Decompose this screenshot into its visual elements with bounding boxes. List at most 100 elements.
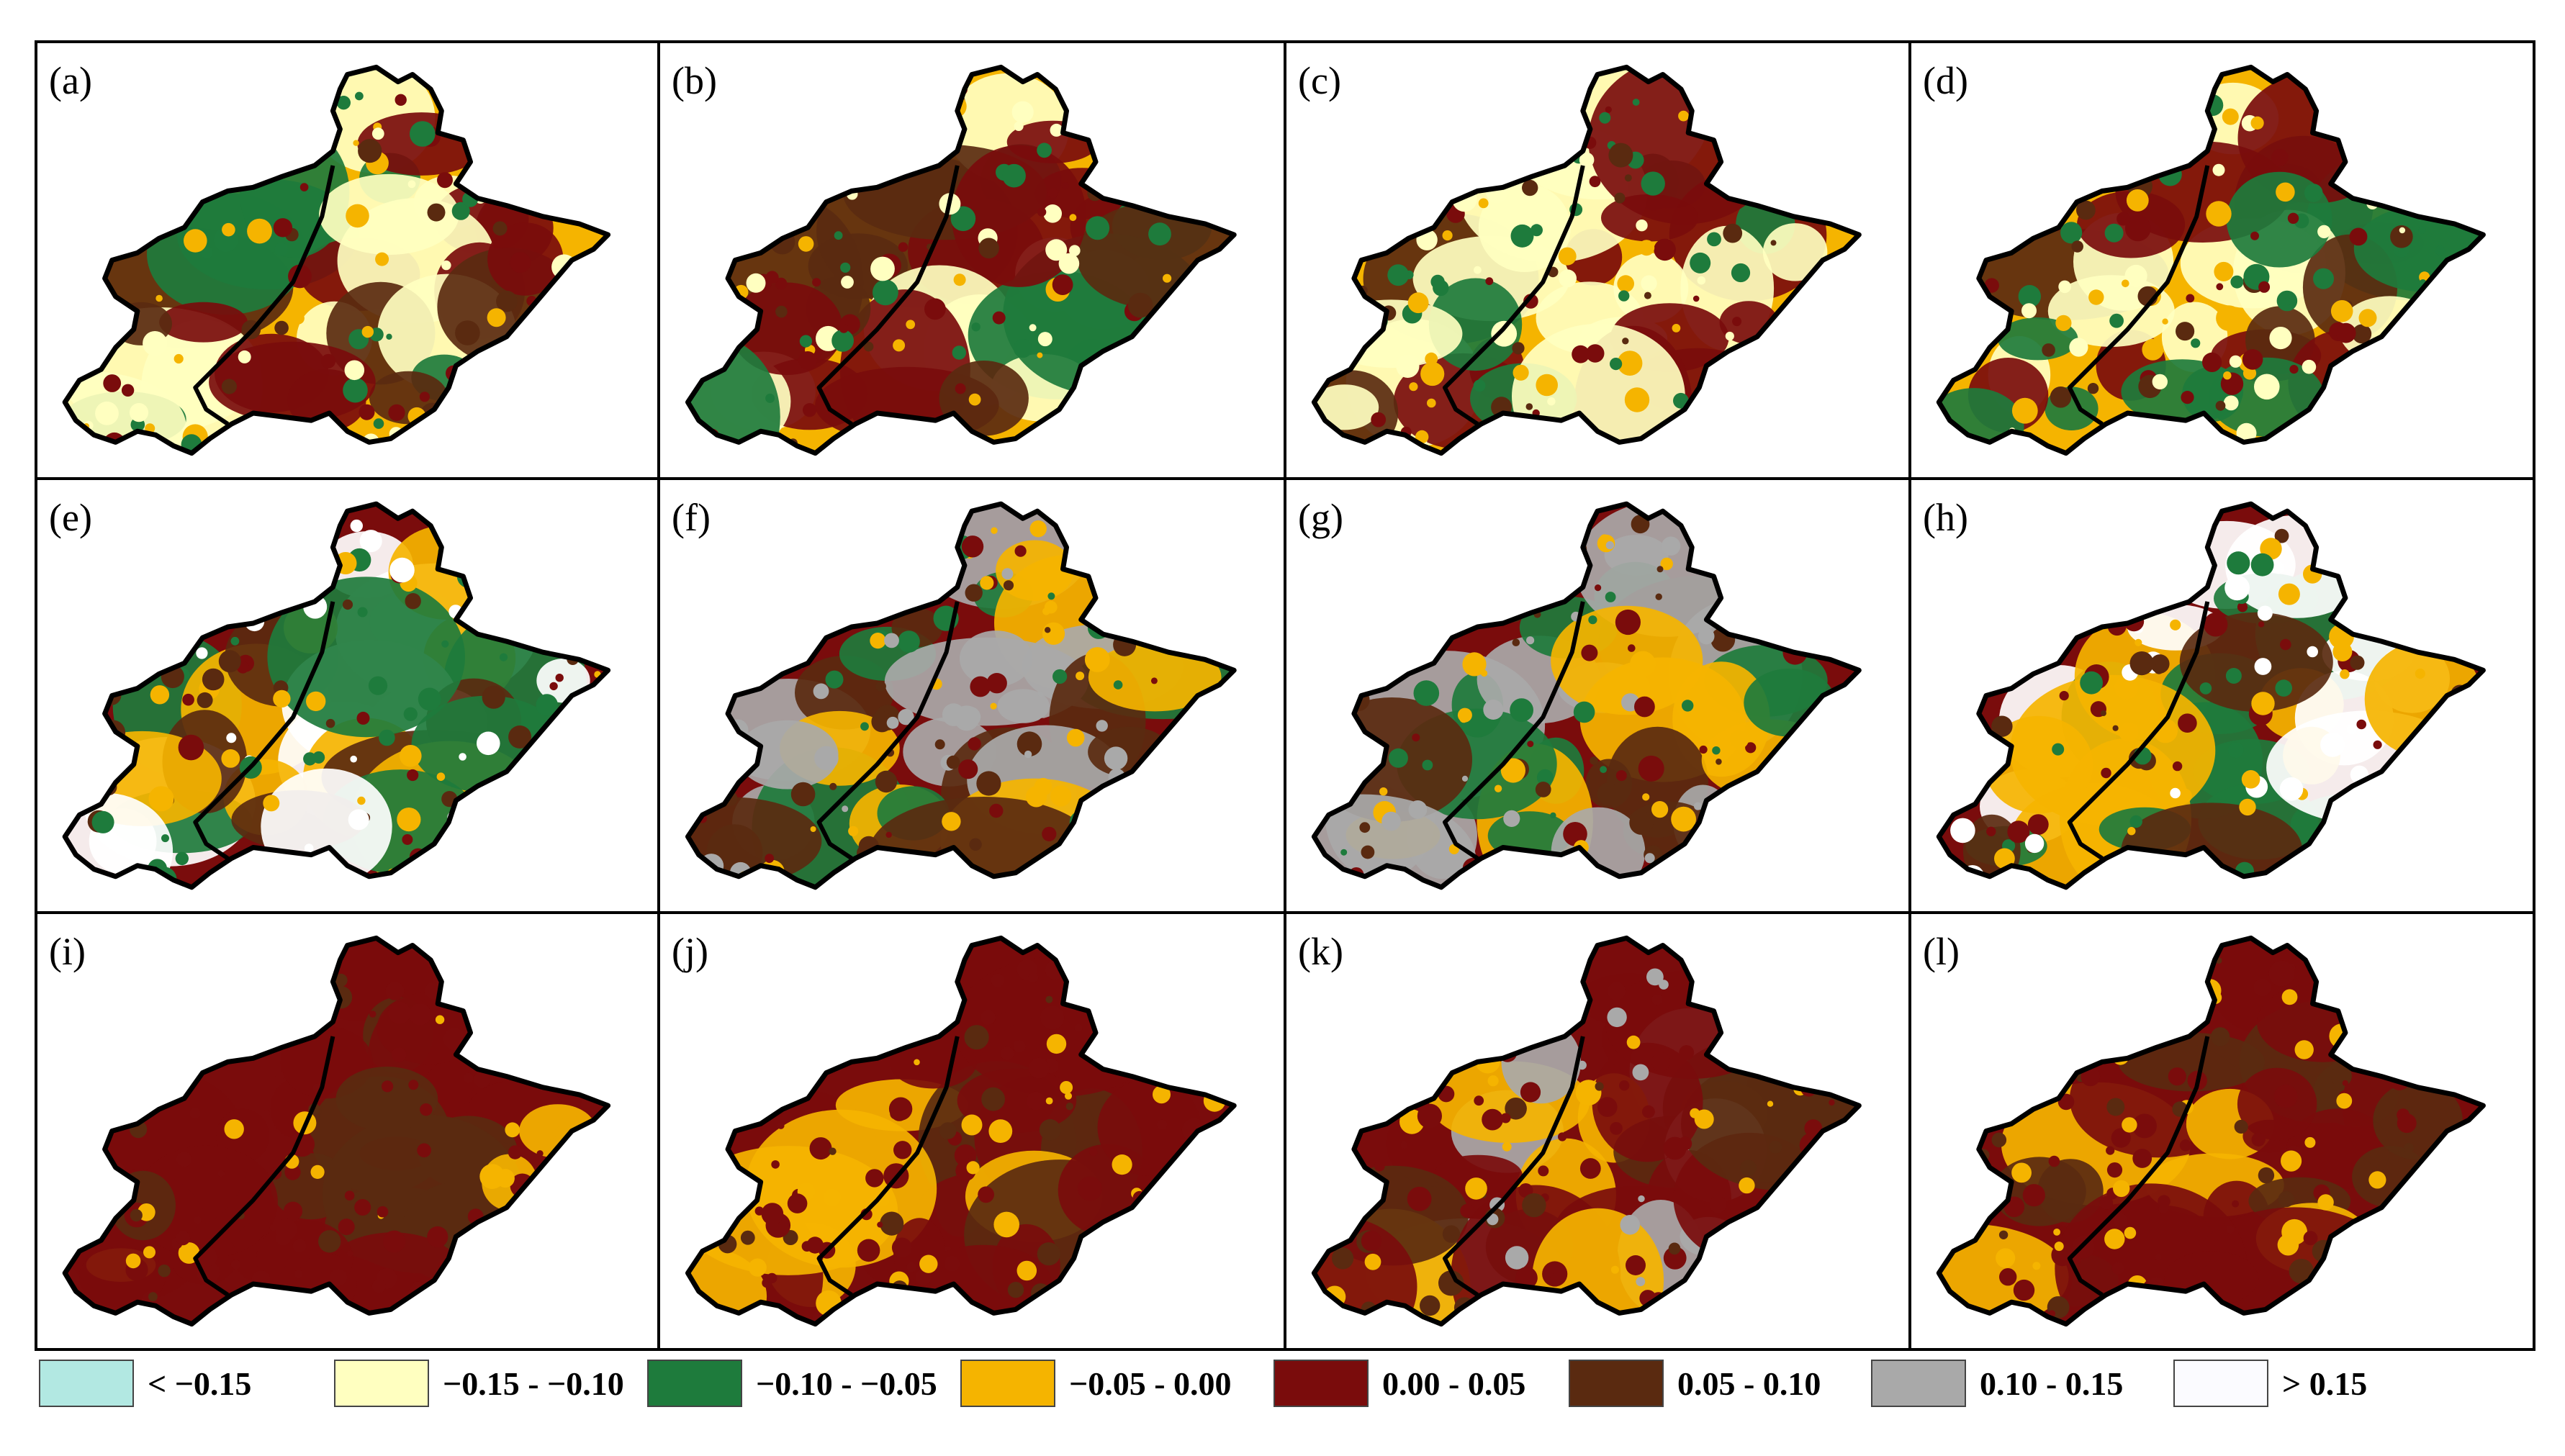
map-speckle: [2254, 374, 2280, 400]
map-speckle: [194, 1216, 202, 1224]
map-speckle: [1515, 1267, 1538, 1289]
map-speckle: [1034, 777, 1052, 796]
map-panel: (b): [657, 40, 1286, 480]
map-speckle: [189, 1107, 201, 1119]
map-speckle: [350, 519, 363, 533]
map-speckle: [748, 1258, 767, 1277]
map-speckle: [357, 607, 368, 618]
map-speckle: [508, 725, 532, 749]
legend-item: −0.10 - −0.05: [647, 1360, 937, 1407]
map-speckle: [2106, 1098, 2125, 1116]
map-speckle: [2250, 553, 2274, 576]
panel-label: (b): [672, 59, 717, 102]
map-speckle: [1014, 545, 1027, 557]
map-speckle: [419, 392, 430, 402]
map-speckle: [1442, 1225, 1461, 1243]
map-speckle: [2350, 655, 2365, 670]
map-speckle: [798, 351, 817, 370]
map-speckle: [1558, 247, 1577, 266]
map-speckle: [1461, 775, 1469, 782]
map-speckle: [1037, 332, 1052, 347]
map-speckle: [2368, 1171, 2386, 1189]
map-panel: (d): [1908, 40, 2535, 480]
map-speckle: [992, 311, 1006, 325]
map-speckle: [2304, 1136, 2316, 1148]
map-speckle: [1550, 1272, 1564, 1286]
map-speckle: [1412, 733, 1420, 742]
province-divider: [2067, 165, 2210, 426]
map-speckle: [1525, 403, 1533, 410]
map-speckle: [1013, 339, 1032, 358]
map-speckle: [1991, 715, 2013, 737]
map-speckle: [2042, 343, 2055, 357]
map-speckle: [1148, 222, 1171, 246]
map-speckle: [1641, 275, 1657, 291]
legend-label: 0.10 - 0.15: [1980, 1365, 2123, 1402]
map-patch: [939, 361, 1029, 436]
map-speckle: [934, 739, 945, 750]
map-speckle: [200, 246, 213, 259]
map-patch: [1551, 605, 1703, 715]
map-speckle: [809, 1137, 832, 1160]
legend-item: −0.05 - 0.00: [960, 1360, 1232, 1407]
map-speckle: [2117, 212, 2131, 226]
map-speckle: [1655, 593, 1662, 600]
map-speckle: [2224, 575, 2250, 601]
panel-label: (c): [1298, 59, 1341, 102]
map-speckle: [1632, 1064, 1649, 1081]
map-speckle: [1579, 152, 1595, 168]
legend-swatch: [1274, 1360, 1369, 1407]
map-speckle: [891, 1237, 912, 1258]
map-speckle: [1617, 351, 1643, 376]
map-speckle: [1451, 1233, 1459, 1240]
map-speckle: [1058, 253, 1080, 274]
map-speckle: [1027, 1091, 1045, 1111]
map-speckle: [385, 982, 405, 1000]
map-speckle: [405, 593, 421, 610]
map-speckle: [1371, 412, 1387, 428]
map-speckle: [379, 729, 395, 746]
map-speckle: [1438, 1270, 1464, 1296]
map-speckle: [2216, 305, 2242, 331]
map-speckle: [976, 771, 1001, 796]
map-speckle: [950, 206, 976, 232]
map-speckle: [1040, 1005, 1065, 1030]
province-divider: [193, 601, 335, 861]
panel-label: (l): [1923, 930, 1960, 973]
map-speckle: [2373, 740, 2382, 749]
map-speckle: [2127, 827, 2136, 836]
map-speckle: [1096, 720, 1108, 732]
map-speckle: [1045, 1097, 1053, 1105]
map-speckle: [1672, 324, 1681, 333]
map-panel: (l): [1908, 911, 2535, 1351]
map-speckle: [958, 759, 978, 779]
map-speckle: [2289, 1259, 2314, 1284]
map-speckle: [1638, 240, 1655, 256]
map-speckle: [1740, 1159, 1757, 1176]
map-speckle: [865, 1169, 884, 1188]
map-speckle: [1037, 1242, 1060, 1266]
map-speckle: [1065, 1103, 1074, 1111]
map-speckle: [860, 722, 869, 731]
map-speckle: [1615, 609, 1641, 636]
map-speckle: [1607, 1007, 1627, 1028]
map-speckle: [1003, 580, 1014, 591]
map-speckle: [814, 746, 839, 771]
map-speckle: [1716, 759, 1722, 765]
map-speckle: [2404, 1143, 2415, 1153]
map-speckle: [990, 702, 997, 710]
map-speckle: [2278, 1191, 2294, 1208]
map-speckle: [2230, 275, 2244, 289]
map-speckle: [954, 1144, 977, 1167]
map-speckle: [1523, 294, 1538, 309]
map-speckle: [1500, 1113, 1511, 1123]
map-speckle: [1660, 557, 1673, 571]
map-speckle: [924, 298, 946, 320]
map-speckle: [1050, 123, 1063, 137]
map-speckle: [961, 1114, 983, 1136]
province-divider: [2067, 601, 2210, 861]
map-speckle: [292, 1239, 307, 1253]
map-speckle: [2227, 551, 2250, 575]
map-speckle: [2280, 638, 2291, 651]
map-speckle: [427, 203, 446, 222]
